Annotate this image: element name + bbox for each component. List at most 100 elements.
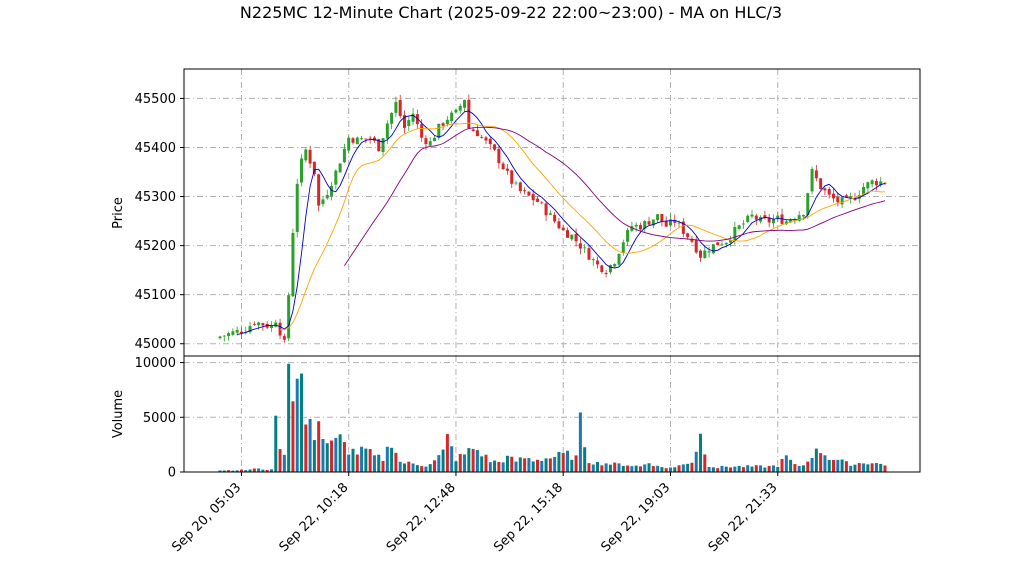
volume-bar — [566, 450, 570, 472]
candle-body — [282, 336, 286, 340]
candle-body — [338, 163, 342, 173]
candle-body — [385, 123, 389, 139]
candle-body — [681, 221, 685, 234]
volume-bar — [784, 455, 788, 472]
candle-body — [351, 138, 355, 143]
volume-bar — [231, 470, 235, 472]
candle-body — [570, 234, 574, 240]
volume-bar — [729, 467, 733, 472]
candle-body — [287, 295, 291, 339]
volume-bar — [420, 466, 424, 472]
candle-body — [754, 215, 758, 220]
candle-body — [789, 219, 793, 223]
volume-bar — [853, 464, 857, 472]
candle-body — [647, 221, 651, 225]
volume-bar — [759, 465, 763, 472]
volume-bar — [836, 459, 840, 472]
volume-bar — [630, 466, 634, 472]
volume-bar — [849, 465, 853, 472]
volume-bar — [381, 460, 385, 472]
candle-body — [587, 248, 591, 260]
volume-bar — [312, 440, 316, 472]
candle-body — [510, 170, 514, 184]
volume-bar — [390, 447, 394, 472]
candle-body — [874, 181, 878, 186]
candle-body — [707, 251, 711, 253]
volume-bar — [741, 467, 745, 472]
volume-bar — [527, 458, 531, 472]
volume-bar — [248, 469, 252, 472]
volume-bar — [746, 465, 750, 472]
candle-body — [857, 195, 861, 199]
candle-body — [330, 186, 334, 197]
candle-body — [252, 324, 256, 325]
candle-body — [810, 169, 814, 192]
price-moving-averages — [237, 110, 886, 335]
candle-body — [531, 193, 535, 201]
volume-bar — [874, 462, 878, 472]
volume-bar — [754, 465, 758, 472]
candle-body — [604, 272, 608, 275]
candle-body — [578, 243, 582, 249]
volume-bar — [334, 437, 338, 472]
candle-body — [227, 333, 231, 337]
volume-bar — [647, 463, 651, 472]
volume-bar — [570, 459, 574, 472]
candle-body — [870, 180, 874, 185]
candle-body — [733, 226, 737, 241]
price-y-tick-label: 45200 — [135, 239, 176, 254]
volume-bar — [823, 455, 827, 472]
volume-bar — [372, 455, 376, 472]
volume-bar — [591, 464, 595, 472]
candle-body — [668, 219, 672, 226]
volume-bar — [244, 470, 248, 472]
candle-body — [750, 214, 754, 217]
price-plot-frame — [183, 68, 921, 357]
candle-body — [703, 250, 707, 259]
candle-body — [763, 215, 767, 219]
volume-bar — [360, 446, 364, 472]
volume-bar — [711, 467, 715, 472]
volume-bar — [433, 460, 437, 472]
volume-bar — [656, 465, 660, 472]
volume-bar — [561, 453, 565, 472]
candle-body — [441, 123, 445, 126]
volume-bar — [437, 455, 441, 472]
candle-body — [694, 239, 698, 253]
candle-body — [407, 120, 411, 126]
volume-bar — [574, 455, 578, 472]
candle-body — [613, 264, 617, 267]
volume-bar — [265, 469, 269, 472]
volume-bar — [660, 467, 664, 472]
volume-bar — [862, 463, 866, 472]
candle-body — [823, 188, 827, 191]
volume-bar — [295, 378, 299, 472]
volume-bar — [445, 434, 449, 472]
candle-body — [724, 242, 728, 245]
candle-body — [643, 221, 647, 229]
volume-bar — [587, 463, 591, 472]
candle-body — [746, 215, 750, 222]
candle-body — [557, 221, 561, 229]
volume-bar — [480, 456, 484, 472]
volume-bar — [368, 449, 372, 472]
x-tick-label: Sep 22, 21:33 — [706, 480, 781, 555]
volume-bar — [583, 447, 587, 472]
candle-body — [544, 203, 548, 216]
candle-body — [596, 260, 600, 265]
candle-body — [677, 222, 681, 224]
volume-bar — [274, 415, 278, 472]
volume-bar — [553, 456, 557, 472]
volume-bar — [613, 462, 617, 472]
volume-bar — [634, 465, 638, 472]
volume-bar — [690, 462, 694, 472]
volume-bar — [493, 460, 497, 472]
volume-bar — [883, 465, 887, 472]
x-tick-label: Sep 22, 12:48 — [384, 480, 459, 555]
candle-body — [269, 325, 273, 329]
candle-body — [801, 215, 805, 217]
candle-body — [621, 242, 625, 253]
chart-title: N225MC 12-Minute Chart (2025-09-22 22:00… — [240, 3, 782, 22]
volume-bar — [407, 461, 411, 472]
candle-body — [463, 99, 467, 108]
